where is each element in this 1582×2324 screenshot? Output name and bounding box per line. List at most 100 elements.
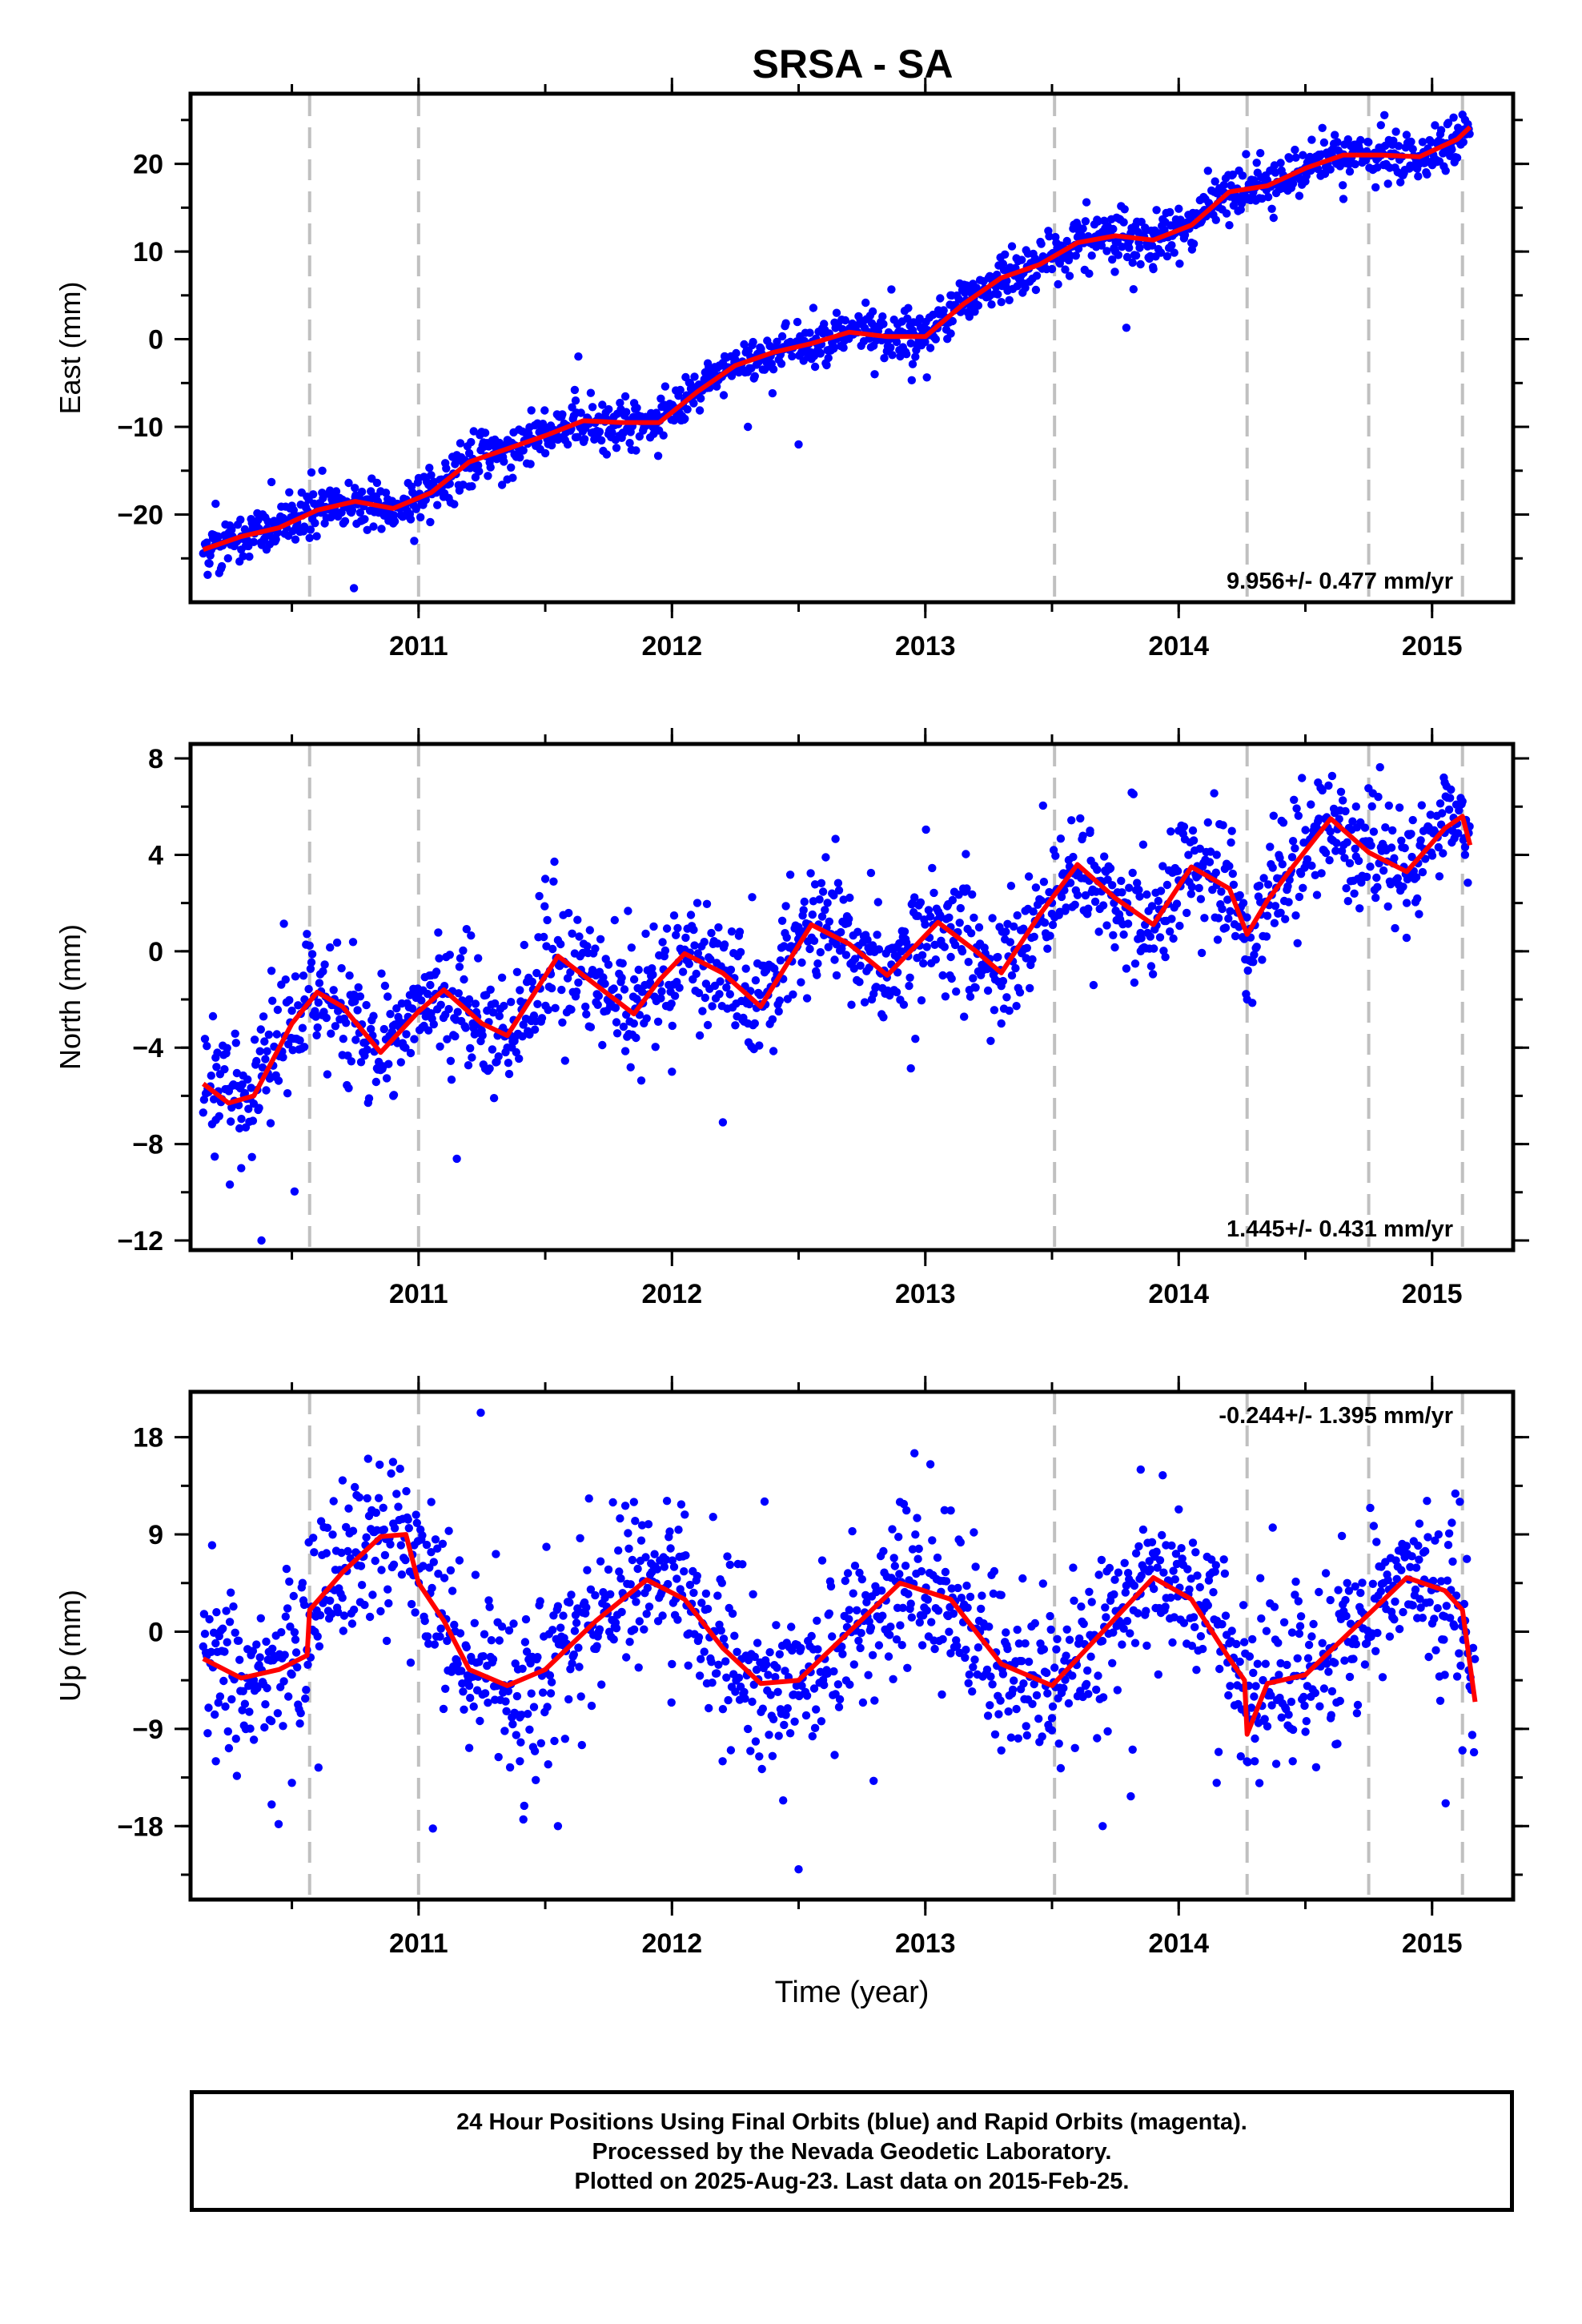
- data-point: [849, 1660, 859, 1669]
- data-point: [439, 1704, 448, 1714]
- data-point: [750, 1019, 759, 1028]
- data-point: [731, 1687, 740, 1696]
- data-point: [227, 1117, 235, 1126]
- data-point: [377, 969, 386, 978]
- data-point: [1425, 1598, 1434, 1607]
- data-point: [596, 1557, 605, 1566]
- data-point: [1245, 1652, 1255, 1661]
- data-point: [1030, 932, 1038, 942]
- data-point: [642, 1610, 651, 1618]
- data-point: [1355, 904, 1364, 913]
- data-point: [1152, 1547, 1161, 1556]
- data-point: [1343, 897, 1353, 906]
- data-point: [398, 513, 408, 521]
- data-point: [287, 1670, 296, 1679]
- data-point: [516, 453, 524, 462]
- data-point: [1039, 878, 1049, 887]
- data-point: [908, 1545, 917, 1554]
- data-point: [974, 301, 983, 310]
- data-point: [1024, 872, 1034, 881]
- data-point: [268, 996, 277, 1005]
- data-point: [209, 1095, 219, 1104]
- data-point: [833, 1680, 843, 1689]
- data-point: [419, 1562, 428, 1570]
- data-point: [1087, 1598, 1096, 1606]
- data-point: [1438, 809, 1447, 818]
- x-tick-label: 2015: [1402, 1928, 1463, 1959]
- data-point: [857, 1629, 865, 1638]
- data-point: [299, 1600, 309, 1610]
- data-point: [681, 1510, 689, 1519]
- data-point: [1415, 1555, 1423, 1564]
- data-point: [701, 1589, 711, 1598]
- data-point: [520, 1801, 528, 1811]
- data-point: [1119, 218, 1128, 227]
- data-point: [1291, 844, 1299, 853]
- data-point: [1314, 778, 1323, 787]
- data-point: [1436, 126, 1446, 135]
- data-point: [968, 890, 977, 899]
- data-point: [726, 965, 736, 975]
- data-point: [703, 1020, 713, 1030]
- data-point: [389, 1092, 398, 1100]
- data-point: [749, 1590, 757, 1599]
- data-point: [887, 285, 896, 294]
- data-point: [1458, 797, 1467, 806]
- data-point: [1175, 259, 1184, 268]
- data-point: [1052, 1645, 1061, 1654]
- data-point: [769, 1715, 778, 1723]
- data-point: [1013, 911, 1022, 920]
- data-point: [606, 1590, 615, 1599]
- data-point: [1378, 1673, 1387, 1682]
- data-point: [529, 1703, 539, 1711]
- data-point: [738, 1560, 747, 1569]
- data-point: [468, 482, 476, 491]
- data-point: [813, 971, 821, 979]
- data-point: [636, 1536, 646, 1545]
- data-point: [661, 1555, 671, 1564]
- data-point: [580, 435, 589, 444]
- data-point: [1251, 1682, 1260, 1691]
- data-point: [574, 352, 583, 361]
- data-point: [775, 1650, 784, 1659]
- data-point: [810, 880, 820, 889]
- data-point: [204, 1703, 213, 1712]
- data-point: [516, 1757, 524, 1766]
- data-point: [689, 399, 698, 408]
- data-point: [1215, 1664, 1224, 1674]
- data-point: [1135, 243, 1144, 252]
- data-point: [713, 1591, 722, 1600]
- data-point: [1110, 247, 1120, 256]
- data-point: [824, 943, 833, 951]
- data-point: [966, 1592, 975, 1602]
- data-point: [371, 1508, 380, 1518]
- data-point: [1073, 221, 1082, 230]
- x-tick-label: 2013: [895, 631, 956, 661]
- data-point: [1196, 1632, 1206, 1641]
- data-point: [1464, 879, 1472, 887]
- data-point: [961, 288, 970, 297]
- data-point: [736, 947, 745, 957]
- data-point: [802, 1691, 812, 1700]
- data-point: [1249, 958, 1258, 967]
- data-point: [695, 406, 705, 415]
- data-point: [1006, 1733, 1016, 1742]
- data-point: [260, 1037, 269, 1046]
- data-point: [1203, 167, 1213, 175]
- data-point: [599, 973, 608, 982]
- data-point: [949, 1609, 958, 1618]
- data-point: [1350, 889, 1359, 899]
- data-point: [1260, 1715, 1269, 1723]
- data-point: [1451, 1489, 1460, 1498]
- data-point: [1388, 826, 1397, 835]
- data-point: [238, 1080, 247, 1089]
- data-point: [745, 999, 754, 1009]
- data-point: [237, 1164, 246, 1172]
- data-point: [970, 913, 978, 923]
- data-point: [693, 899, 702, 907]
- data-point: [955, 919, 964, 927]
- data-point: [1408, 1601, 1417, 1610]
- data-point: [997, 1746, 1006, 1755]
- data-point: [1416, 836, 1425, 845]
